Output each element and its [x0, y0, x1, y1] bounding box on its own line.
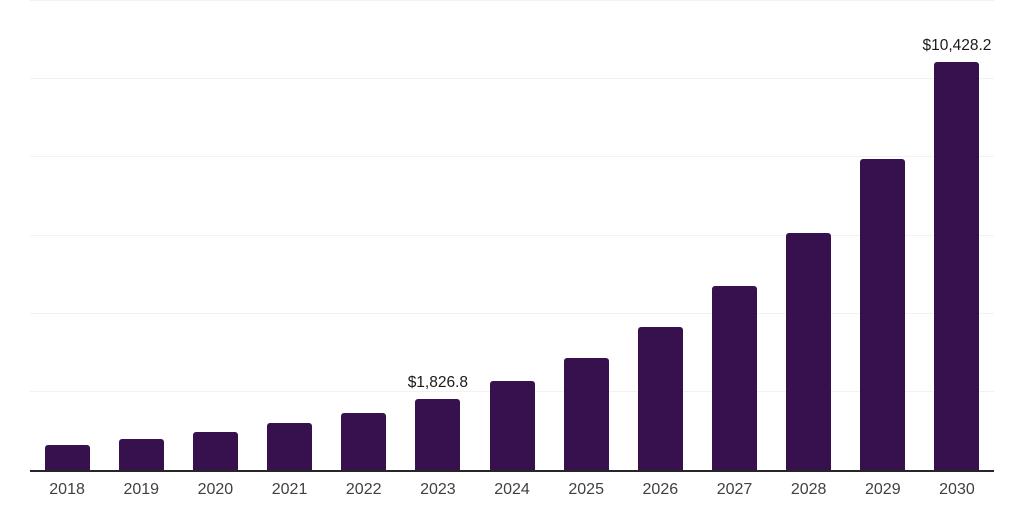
bar-column-2027 [697, 1, 771, 470]
bar-column-2028 [772, 1, 846, 470]
x-tick-2025: 2025 [568, 481, 604, 498]
x-tick-2023: 2023 [420, 481, 456, 498]
x-tick-2021: 2021 [271, 481, 308, 498]
gridline-4000 [30, 312, 994, 314]
bar-2027[interactable] [711, 286, 757, 470]
gridline-8000 [30, 156, 994, 158]
bar-column-2020 [178, 1, 252, 470]
x-tick-2030: 2030 [939, 481, 975, 498]
bar-value-label-2030: $10,428.2 [922, 37, 992, 55]
bar-column-2024 [475, 1, 549, 470]
x-tick-2027: 2027 [716, 481, 753, 498]
bar-value-label-2023: $1,826.8 [407, 373, 469, 391]
x-axis-line [30, 470, 994, 472]
bar-2020[interactable] [192, 431, 238, 470]
x-tick-2018: 2018 [49, 481, 85, 498]
x-tick-2020: 2020 [197, 481, 234, 498]
bar-2019[interactable] [118, 439, 164, 470]
bar-2023[interactable] [415, 398, 461, 470]
bar-2021[interactable] [267, 422, 313, 470]
bar-2025[interactable] [563, 358, 609, 470]
bar-2029[interactable] [860, 159, 906, 470]
bar-2018[interactable] [44, 445, 90, 470]
bar-column-2029 [846, 1, 920, 470]
x-tick-2026: 2026 [642, 481, 679, 498]
bar-2030[interactable] [934, 62, 980, 470]
x-tick-2022: 2022 [345, 481, 382, 498]
gridline-10000 [30, 78, 994, 80]
bar-2022[interactable] [341, 413, 387, 470]
bar-column-2023: $1,826.8 [401, 1, 475, 470]
bar-column-2025 [549, 1, 623, 470]
bar-2026[interactable] [637, 326, 683, 470]
plot-area: $1,826.8 $10,428.2 [30, 0, 994, 472]
x-tick-2019: 2019 [123, 481, 160, 498]
gridline-12000 [30, 0, 994, 1]
gridline-6000 [30, 234, 994, 236]
bar-column-2026 [623, 1, 697, 470]
bar-column-2018 [30, 1, 104, 470]
bar-2024[interactable] [489, 380, 535, 470]
bar-column-2030: $10,428.2 [920, 1, 994, 470]
x-tick-2028: 2028 [790, 481, 827, 498]
bar-column-2021 [252, 1, 326, 470]
bar-column-2022 [327, 1, 401, 470]
x-tick-2024: 2024 [494, 481, 530, 498]
bar-column-2019 [104, 1, 178, 470]
x-tick-2029: 2029 [865, 481, 901, 498]
bar-2028[interactable] [786, 232, 832, 470]
x-axis-labels: 2018 2019 2020 2021 2022 2023 2024 2025 2026 2027… [30, 480, 994, 499]
